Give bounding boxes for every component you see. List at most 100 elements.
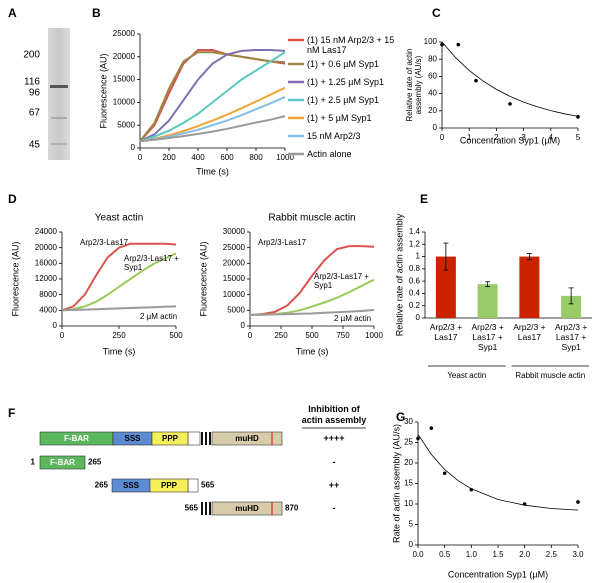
series-label: Arp2/3-Las17 + Syp1 [124, 254, 179, 272]
x-tick-label: 0 [440, 133, 445, 142]
domain-label: SSS [124, 434, 141, 443]
motif [201, 432, 203, 445]
y-tick-label: 20000 [113, 52, 136, 61]
marker-label: 96 [29, 88, 41, 99]
y-tick-label: 0 [416, 313, 421, 322]
y-axis-label: Rate of actin assembly (AU/s) [391, 424, 401, 543]
y-tick-label: 20 [404, 458, 413, 467]
domain-label: PPP [162, 434, 179, 443]
y-tick-label: 0 [131, 143, 136, 152]
domain [151, 431, 189, 446]
error-bar [568, 287, 574, 305]
x-axis-label: Time (s) [196, 166, 229, 176]
motif [209, 502, 211, 515]
legend-label: 15 nM Arp2/3 [307, 131, 361, 141]
y-tick-label: 5 [409, 520, 414, 529]
bar [519, 256, 540, 318]
inhibition-level: ++ [329, 480, 340, 490]
domain-label: SSS [123, 481, 140, 490]
series-label-box: Arp2/3-Las17 [80, 238, 128, 247]
domain [149, 478, 189, 493]
series-line [249, 245, 375, 316]
y-tick-label: 10000 [223, 290, 246, 299]
x-tick-label: 0.0 [412, 550, 424, 559]
x-tick-label: 2.5 [546, 550, 558, 559]
y-tick-label: 20000 [35, 243, 58, 252]
series-label-box: 2 µM actin [334, 314, 372, 323]
x-tick-label: 1000 [276, 153, 294, 162]
y-tick-label: 0.8 [409, 264, 421, 273]
x-tick-label: Arp2/3 + Las17 [513, 322, 546, 342]
y-tick-label: 0.2 [409, 301, 421, 310]
legend-label: (1) + 1.25 µM Syp1 [307, 77, 384, 87]
y-tick-label: 15000 [223, 274, 246, 283]
x-axis-label: Concentration Syp1 (µM) [460, 135, 560, 145]
panel-letter: F [8, 406, 15, 420]
y-tick-label: 0 [433, 123, 438, 132]
x-axis-label: Time (s) [296, 346, 329, 356]
x-tick-label: 250 [274, 331, 288, 340]
y-tick-label: 0.4 [409, 289, 421, 298]
inhibition-header: Inhibition of actin assembly [301, 404, 367, 425]
y-tick-label: 4000 [39, 305, 57, 314]
marker-label: 116 [24, 77, 40, 88]
x-tick-label: 1000 [365, 331, 383, 340]
y-axis-label: Fluorescence (AU) [10, 241, 20, 316]
y-tick-label: 80 [428, 54, 437, 63]
legend-label-box: (1) + 0.6 µM Syp1 [307, 59, 379, 69]
data-point [474, 78, 478, 83]
inhibition-level: - [333, 457, 336, 467]
group-label: Yeast actin [447, 371, 486, 380]
inhibition-level: ++++ [323, 433, 344, 443]
legend-label-box: (1) + 5 µM Syp1 [307, 113, 372, 123]
error-bar [443, 242, 449, 271]
y-tick-label: 1.4 [409, 227, 421, 236]
y-tick-label: 10000 [113, 98, 136, 107]
data-point [522, 502, 527, 506]
bar [477, 284, 498, 318]
legend-label-box: (1) + 2.5 µM Syp1 [307, 95, 379, 105]
residue-end: 565 [201, 481, 215, 490]
marker-label: 200 [23, 50, 40, 61]
residue-end: 265 [88, 458, 102, 467]
data-point [576, 115, 580, 119]
series-label: 2 µM actin [334, 314, 372, 323]
panel-letter: C [432, 6, 441, 20]
series-line [61, 305, 177, 312]
domain [39, 455, 86, 470]
series-label: Arp2/3-Las17 + Syp1 [314, 272, 369, 290]
series-label: 2 µM actin [140, 312, 178, 321]
series-line [61, 252, 177, 312]
panel-letter: D [8, 192, 17, 206]
error-bar [485, 281, 491, 288]
x-tick-label: 3 [521, 133, 526, 142]
motif [205, 502, 207, 515]
x-tick-label: 500 [305, 331, 319, 340]
data-point [442, 471, 447, 476]
legend-label-box: Actin alone [307, 149, 352, 159]
residue-start: 565 [185, 504, 199, 513]
x-tick-label: 1 [467, 133, 472, 142]
residue-end: 870 [285, 504, 299, 513]
x-tick-label-box: Arp2/3 + Las17 [430, 322, 462, 342]
x-tick-label: 0.5 [439, 550, 451, 559]
y-axis-label: Relative rate of actin assembly (AU/s) [405, 48, 423, 122]
legend-label: Actin alone [307, 149, 352, 159]
x-tick-label-box: Arp2/3 + Las17 [513, 322, 546, 342]
y-tick-label: 0 [409, 540, 414, 549]
legend-label: (1) + 5 µM Syp1 [307, 113, 372, 123]
bar [561, 295, 582, 318]
legend-label: (1) 15 nM Arp2/3 + 15 nM Las17 [307, 35, 395, 55]
x-axis-label: Time (s) [103, 346, 136, 356]
series-line [139, 95, 286, 143]
x-tick-label: 3.0 [572, 550, 584, 559]
y-tick-label: 25 [404, 438, 413, 447]
panel-letter: B [92, 6, 101, 20]
residue-start: 265 [95, 481, 109, 490]
marker-label: 67 [29, 108, 41, 119]
y-axis-label: Fluorescence (AU) [198, 241, 208, 316]
series-line [139, 86, 286, 143]
y-tick-label: 30000 [223, 227, 246, 236]
y-tick-label: 24000 [35, 227, 58, 236]
gel-image [48, 28, 70, 160]
